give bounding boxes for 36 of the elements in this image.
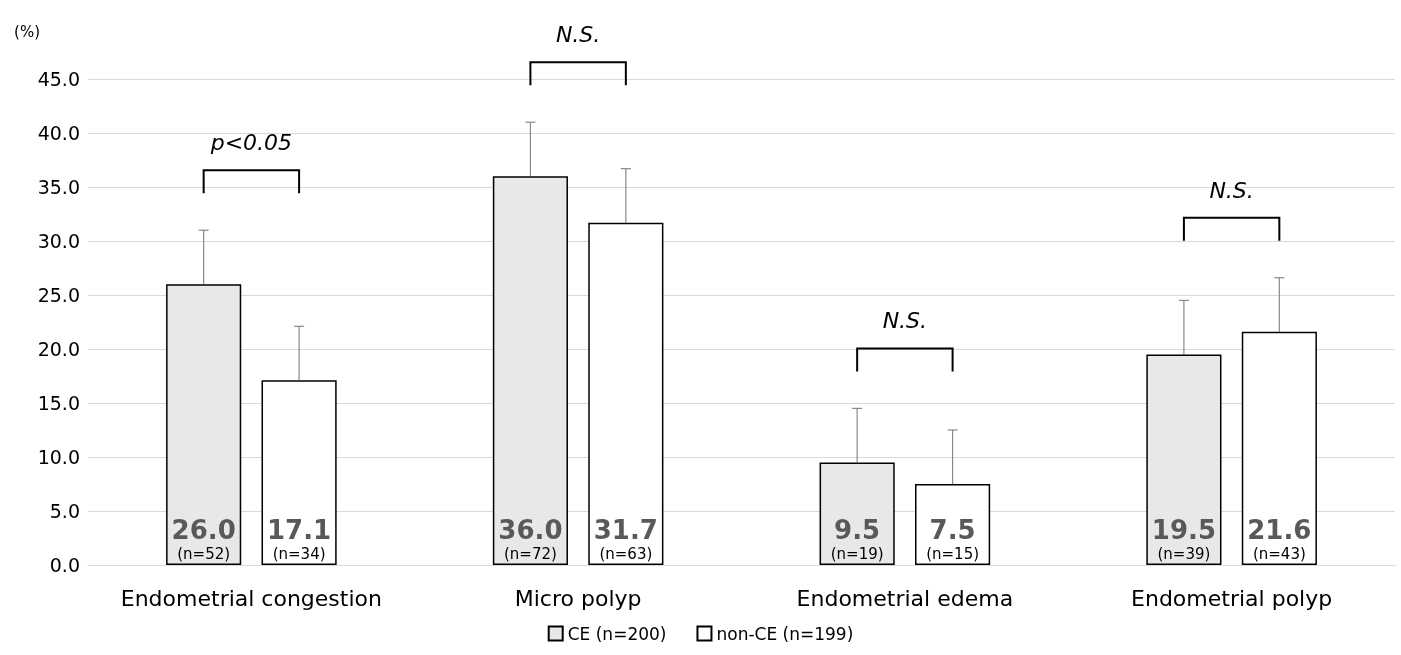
x-tick-label: Endometrial congestion [120,585,382,611]
data-label: 19.5 (n=39) [1151,515,1216,563]
data-label: 31.7 (n=63) [593,515,658,563]
bar [1146,354,1222,565]
y-tick-label: 30.0 [37,230,80,252]
data-label: 7.5 (n=15) [926,515,980,563]
x-tick-label: Endometrial edema [796,585,1014,611]
y-tick-label: 15.0 [37,392,80,414]
bar [492,176,568,565]
x-tick-label: Micro polyp [514,585,642,611]
annotation: N.S. [882,308,928,334]
y-axis-title: (%) [14,22,40,41]
y-tick-label: 45.0 [37,68,80,90]
y-tick-label: 35.0 [37,176,80,198]
legend-label: non-CE (n=199) [716,623,854,644]
bar [166,284,242,565]
y-tick-label: 5.0 [49,500,80,522]
data-label: 36.0 (n=72) [498,515,563,563]
y-tick-label: 10.0 [37,446,80,468]
x-tick-label: Endometrial polyp [1131,585,1333,611]
y-tick-label: 20.0 [37,338,80,360]
data-label: 9.5 (n=19) [830,515,884,563]
y-tick-label: 40.0 [37,122,80,144]
data-label: 17.1 (n=34) [267,515,332,563]
annotation: p<0.05 [209,130,293,156]
text: N.S. [555,22,601,48]
bar [261,380,337,565]
y-tick-label: 25.0 [37,284,80,306]
legend-label: CE (n=200) [567,623,667,644]
annotation: N.S. [1209,177,1254,203]
bar [1241,331,1317,565]
bar [588,222,664,565]
data-label: 21.6 (n=43) [1247,515,1312,563]
bar [819,462,895,565]
y-tick-label: 0.0 [49,554,80,576]
data-label: 26.0 (n=52) [171,515,236,563]
